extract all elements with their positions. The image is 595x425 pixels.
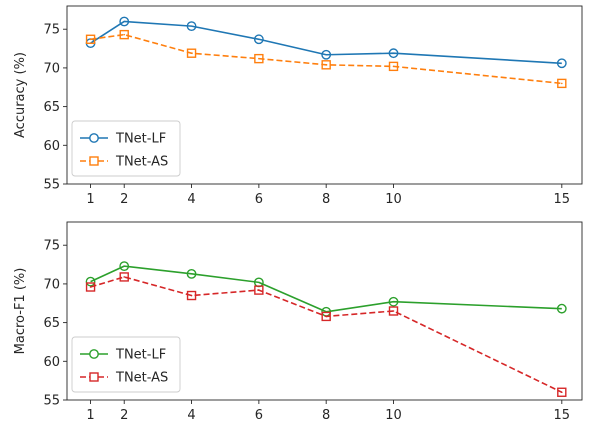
data-point-tnet-lf [388,296,399,307]
y-tick-label: 55 [43,394,60,409]
x-tick-label: 8 [322,192,330,207]
x-tick-label: 10 [385,408,402,423]
legend-box [71,336,181,393]
y-tick-label: 70 [43,277,60,292]
y-tick-label: 55 [43,178,60,193]
x-tick-label: 4 [187,192,195,207]
x-tick-label: 10 [385,192,402,207]
data-point-tnet-lf [186,268,197,279]
x-tick-label: 1 [86,192,94,207]
data-point-center-dot [325,64,327,66]
macro-f1-plot-frame [66,221,583,401]
legend-box [71,120,181,177]
macro-f1-legend: TNet-LF TNet-AS [71,336,181,393]
legend-marker [89,372,99,382]
x-tick-label: 15 [554,192,571,207]
data-point-center-dot [325,315,327,318]
accuracy-plot-frame [66,5,583,185]
data-point-tnet-lf [556,58,567,69]
data-point-center-dot [190,294,193,297]
y-tick-label: 60 [43,139,60,154]
x-tick-label: 6 [255,192,263,207]
y-tick-label: 65 [43,100,60,115]
accuracy-y-axis-label: Accuracy (%) [13,52,28,138]
x-tick-label: 2 [120,192,128,207]
data-point-tnet-as [388,306,399,316]
y-tick-label: 60 [43,355,60,370]
data-point-tnet-lf [85,276,96,287]
legend-marker [89,133,99,143]
data-point-tnet-as [321,311,331,322]
data-point-tnet-as [85,34,96,44]
data-point-center-dot [258,289,260,291]
data-point-tnet-as [119,272,129,282]
data-point-tnet-as [186,48,197,58]
macro-f1-y-axis-label: Macro-F1 (%) [13,268,28,355]
data-point-center-dot [89,38,92,41]
data-point-tnet-lf [388,48,399,59]
x-tick-label: 1 [86,408,94,423]
data-point-center-dot [561,82,563,85]
data-point-center-dot [392,65,395,68]
y-tick-label: 65 [43,316,60,331]
data-point-tnet-as [85,282,96,292]
data-point-center-dot [190,52,193,55]
series-line-tnet-lf [90,20,562,65]
data-point-tnet-lf [253,34,264,45]
data-point-tnet-as [557,387,567,397]
data-point-center-dot [392,310,395,312]
data-point-tnet-lf [119,16,130,27]
data-point-center-dot [561,391,563,394]
data-point-center-dot [123,276,126,278]
y-tick-label: 75 [43,23,60,38]
x-tick-label: 8 [322,408,330,423]
data-point-center-dot [258,57,260,60]
legend-marker [89,349,99,359]
legend-label: TNet-LF [115,132,166,147]
data-point-center-dot [89,286,92,288]
series-line-tnet-lf [90,265,562,313]
accuracy-legend: TNet-LF TNet-AS [71,120,181,177]
x-tick-label: 15 [554,408,571,423]
legend-label: TNet-LF [115,348,166,363]
data-point-tnet-lf [556,303,567,314]
data-point-tnet-lf [321,49,332,60]
data-point-tnet-as [557,78,567,89]
data-point-tnet-as [186,290,197,301]
legend-label: TNet-AS [115,155,168,170]
y-tick-label: 75 [43,239,60,254]
data-point-tnet-as [119,29,129,40]
data-point-tnet-lf [119,261,130,272]
data-point-tnet-lf [186,21,197,32]
data-point-tnet-as [254,53,264,64]
x-tick-label: 6 [255,408,263,423]
data-point-tnet-as [388,61,399,72]
legend-marker [89,156,99,166]
legend-label: TNet-AS [115,371,168,386]
y-tick-label: 70 [43,61,60,76]
data-point-tnet-as [254,285,264,295]
x-tick-label: 2 [120,408,128,423]
data-point-center-dot [123,33,126,36]
x-tick-label: 4 [187,408,195,423]
data-point-tnet-as [321,60,331,70]
